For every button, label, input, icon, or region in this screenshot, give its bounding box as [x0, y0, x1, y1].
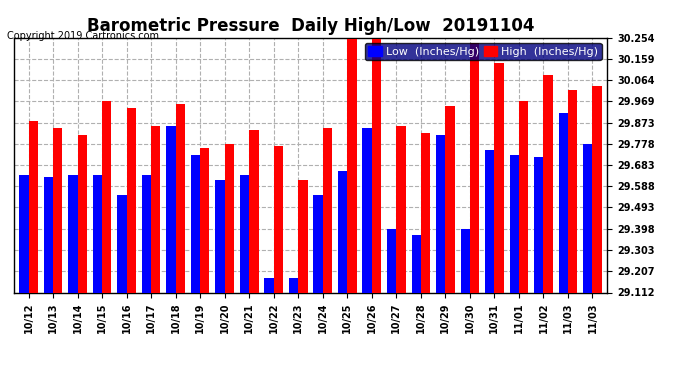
Bar: [583, 144, 593, 292]
Bar: [92, 175, 102, 292]
Bar: [28, 122, 38, 292]
Bar: [470, 43, 479, 292]
Bar: [421, 133, 430, 292]
Bar: [264, 278, 274, 292]
Bar: [19, 175, 28, 292]
Bar: [510, 155, 519, 292]
Bar: [485, 150, 495, 292]
Bar: [68, 175, 77, 292]
Bar: [338, 171, 347, 292]
Bar: [313, 195, 323, 292]
Bar: [225, 144, 234, 292]
Bar: [372, 39, 381, 292]
Bar: [117, 195, 126, 292]
Bar: [77, 135, 87, 292]
Bar: [274, 146, 283, 292]
Bar: [544, 75, 553, 292]
Bar: [166, 126, 176, 292]
Bar: [396, 126, 406, 292]
Bar: [215, 180, 225, 292]
Bar: [347, 39, 357, 292]
Bar: [200, 148, 210, 292]
Bar: [411, 236, 421, 292]
Legend: Low  (Inches/Hg), High  (Inches/Hg): Low (Inches/Hg), High (Inches/Hg): [365, 43, 602, 60]
Bar: [519, 101, 529, 292]
Bar: [362, 128, 372, 292]
Bar: [387, 229, 396, 292]
Bar: [191, 155, 200, 292]
Bar: [289, 278, 298, 292]
Bar: [126, 108, 136, 292]
Bar: [102, 101, 111, 292]
Bar: [142, 175, 151, 292]
Bar: [559, 112, 568, 292]
Bar: [298, 180, 308, 292]
Bar: [495, 63, 504, 292]
Bar: [460, 229, 470, 292]
Text: Copyright 2019 Cartronics.com: Copyright 2019 Cartronics.com: [7, 32, 159, 41]
Bar: [176, 104, 185, 292]
Bar: [249, 130, 259, 292]
Bar: [151, 126, 161, 292]
Bar: [445, 106, 455, 292]
Bar: [593, 86, 602, 292]
Bar: [436, 135, 445, 292]
Title: Barometric Pressure  Daily High/Low  20191104: Barometric Pressure Daily High/Low 20191…: [87, 16, 534, 34]
Bar: [323, 128, 332, 292]
Bar: [53, 128, 62, 292]
Bar: [534, 157, 544, 292]
Bar: [43, 177, 53, 292]
Bar: [240, 175, 249, 292]
Bar: [568, 90, 578, 292]
